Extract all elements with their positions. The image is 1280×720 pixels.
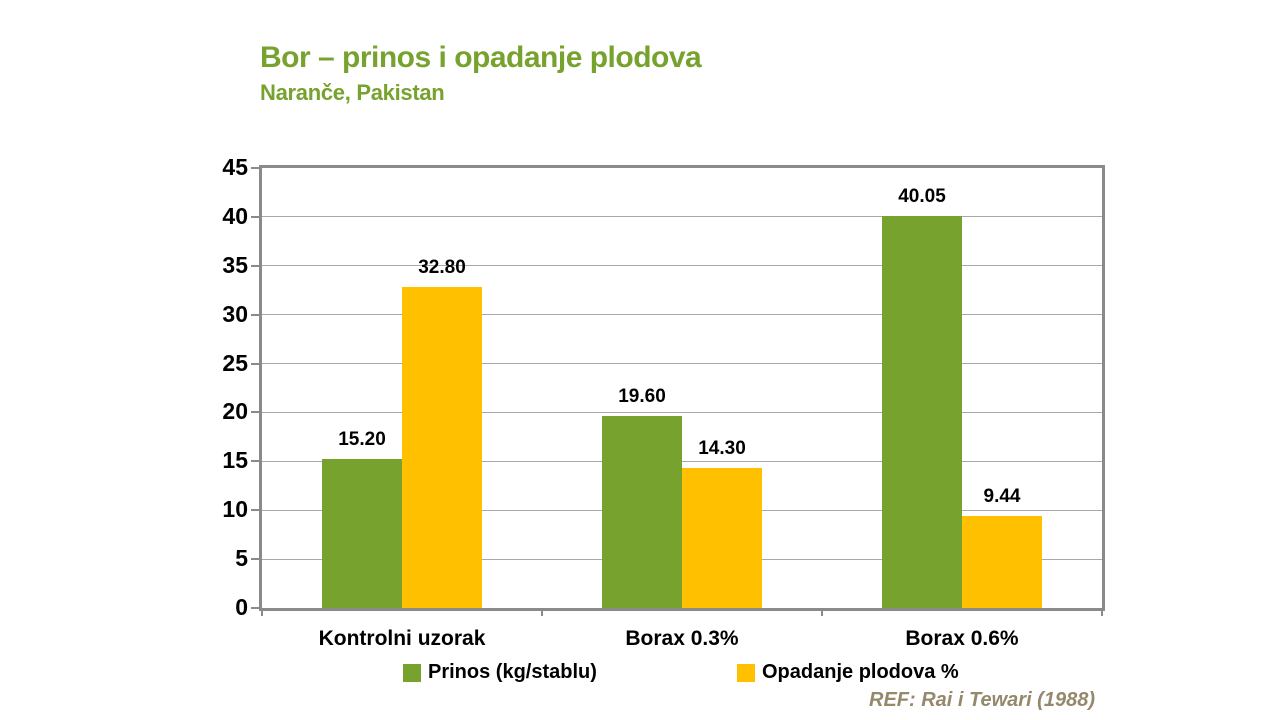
y-axis-tick-label: 0 bbox=[235, 594, 248, 620]
x-axis-tick-mark bbox=[541, 608, 543, 616]
y-axis-tick-label: 5 bbox=[235, 545, 248, 572]
y-axis-tick-label: 30 bbox=[222, 300, 248, 327]
x-axis-tick-mark bbox=[261, 608, 263, 616]
y-axis-tick-mark bbox=[251, 509, 260, 512]
y-axis-tick-mark bbox=[251, 607, 260, 609]
bar-prinos bbox=[322, 459, 402, 608]
y-axis-tick-label: 45 bbox=[222, 154, 248, 180]
y-axis-tick-label: 15 bbox=[222, 447, 248, 474]
bar-value-label: 40.05 bbox=[898, 186, 946, 208]
x-axis-tick-mark bbox=[1101, 608, 1103, 616]
bar-prinos bbox=[602, 416, 682, 608]
plot-frame bbox=[259, 165, 1105, 611]
gridline bbox=[262, 216, 1102, 218]
category-label: Kontrolni uzorak bbox=[318, 627, 486, 650]
bar-prinos bbox=[882, 216, 962, 608]
gridline bbox=[262, 314, 1102, 316]
y-axis-tick-mark bbox=[251, 460, 260, 463]
bar-value-label: 19.60 bbox=[618, 386, 666, 408]
bar-value-label: 9.44 bbox=[983, 485, 1021, 507]
y-axis-tick-mark bbox=[251, 313, 260, 316]
gridline bbox=[262, 363, 1102, 365]
y-axis-tick-mark bbox=[251, 215, 260, 218]
gridline bbox=[262, 411, 1102, 413]
chart-subtitle: Naranče, Pakistan bbox=[260, 80, 445, 105]
category-label: Borax 0.6% bbox=[905, 627, 1019, 650]
y-axis-tick-mark bbox=[251, 264, 260, 267]
bar-opadanje bbox=[682, 468, 762, 608]
bar-opadanje bbox=[402, 287, 482, 608]
bar-value-label: 14.30 bbox=[698, 438, 746, 460]
y-axis-tick-label: 40 bbox=[222, 202, 248, 229]
y-axis-tick-mark bbox=[251, 411, 260, 414]
y-axis-tick-label: 25 bbox=[222, 349, 248, 376]
gridline bbox=[262, 265, 1102, 267]
bar-value-label: 32.80 bbox=[418, 257, 466, 279]
y-axis-tick-label: 20 bbox=[222, 398, 248, 425]
bar-value-label: 15.20 bbox=[338, 429, 386, 451]
y-axis-tick-label: 35 bbox=[222, 251, 248, 278]
y-axis-tick-mark bbox=[251, 558, 260, 561]
y-axis-tick-label: 10 bbox=[222, 496, 248, 523]
gridline bbox=[262, 460, 1102, 462]
reference-text: REF: Rai i Tewari (1988) bbox=[869, 689, 1095, 711]
category-label: Borax 0.3% bbox=[625, 627, 739, 650]
chart-title: Bor – prinos i opadanje plodova bbox=[260, 41, 702, 74]
bar-opadanje bbox=[962, 515, 1042, 608]
y-axis-tick-mark bbox=[251, 167, 260, 169]
y-axis-tick-mark bbox=[251, 362, 260, 365]
x-axis-tick-mark bbox=[821, 608, 823, 616]
